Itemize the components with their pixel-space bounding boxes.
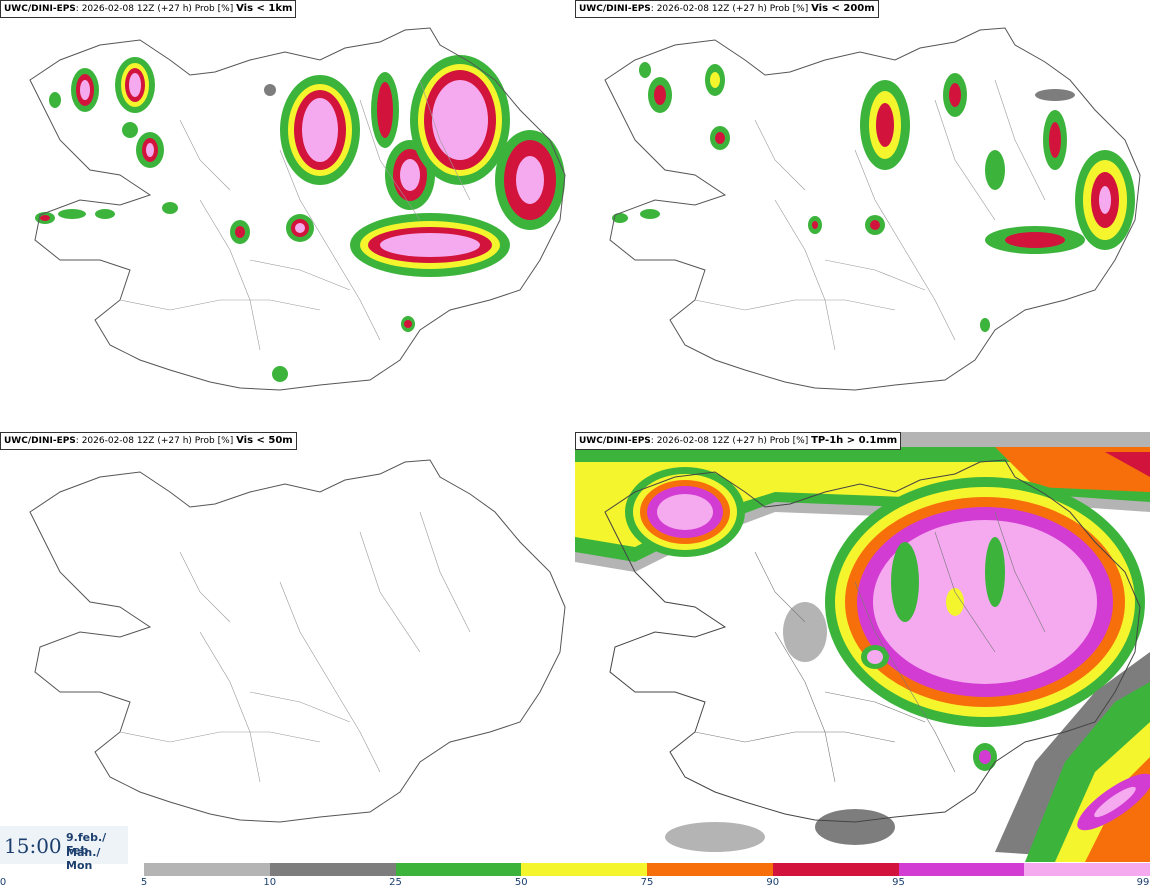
colorbar-tick-label: 90 (766, 877, 780, 888)
iceland-map (29, 27, 566, 391)
colorbar-segment (1024, 863, 1150, 876)
regional-boundaries (694, 511, 1046, 783)
colorbar-ticks: 0 5 10 25 50 75 90 95 99 (0, 876, 1150, 891)
regional-boundaries (119, 79, 471, 351)
map-panel-tp-1h: UWC/DINI-EPS: 2026-02-08 12Z (+27 h) Pro… (575, 432, 1150, 862)
colorbar-segment (521, 863, 647, 876)
coastline (29, 459, 566, 823)
colorbar-tick-label: 75 (640, 877, 654, 888)
probability-fields (575, 432, 1150, 862)
coastline (604, 459, 1141, 823)
colorbar-tick-label: 25 (389, 877, 402, 888)
iceland-map (575, 432, 1150, 862)
colorbar-segment (772, 863, 899, 876)
map-panel-vis-200m: UWC/DINI-EPS: 2026-02-08 12Z (+27 h) Pro… (575, 0, 1150, 430)
valid-time-box: 15:00 9.feb./ Feb Mán./ Mon (0, 826, 128, 872)
panel-title: UWC/DINI-EPS: 2026-02-08 12Z (+27 h) Pro… (575, 0, 879, 18)
colorbar-tick-label: 10 (263, 877, 277, 888)
valid-time: 15:00 (4, 834, 62, 858)
valid-date: 9.feb./ Feb (66, 831, 107, 857)
colorbar-tick-label: 95 (892, 877, 905, 888)
panel-title: UWC/DINI-EPS: 2026-02-08 12Z (+27 h) Pro… (0, 432, 297, 450)
probability-fields (35, 55, 565, 382)
panel-title: UWC/DINI-EPS: 2026-02-08 12Z (+27 h) Pro… (575, 432, 902, 450)
colorbar (144, 863, 1150, 876)
colorbar-tick-label: 99 (1136, 877, 1150, 888)
regional-boundaries (119, 511, 471, 783)
map-panel-vis-1km: UWC/DINI-EPS: 2026-02-08 12Z (+27 h) Pro… (0, 0, 575, 430)
regional-boundaries (694, 79, 1046, 351)
colorbar-tick-label: 50 (514, 877, 528, 888)
valid-weekday: Mán./ Mon (66, 846, 101, 872)
coastline (29, 27, 566, 391)
panel-title: UWC/DINI-EPS: 2026-02-08 12Z (+27 h) Pro… (0, 0, 297, 18)
colorbar-segment (395, 863, 522, 876)
probability-fields (612, 62, 1135, 332)
colorbar-segment (269, 863, 396, 876)
coastline (604, 27, 1141, 391)
colorbar-tick-label: 5 (140, 877, 148, 888)
map-panel-vis-50m: UWC/DINI-EPS: 2026-02-08 12Z (+27 h) Pro… (0, 432, 575, 862)
colorbar-segment (647, 863, 773, 876)
colorbar-segment (898, 863, 1025, 876)
colorbar-tick-label: 0 (0, 877, 7, 888)
colorbar-segment (144, 863, 270, 876)
iceland-map (29, 459, 566, 823)
iceland-map (604, 27, 1141, 391)
